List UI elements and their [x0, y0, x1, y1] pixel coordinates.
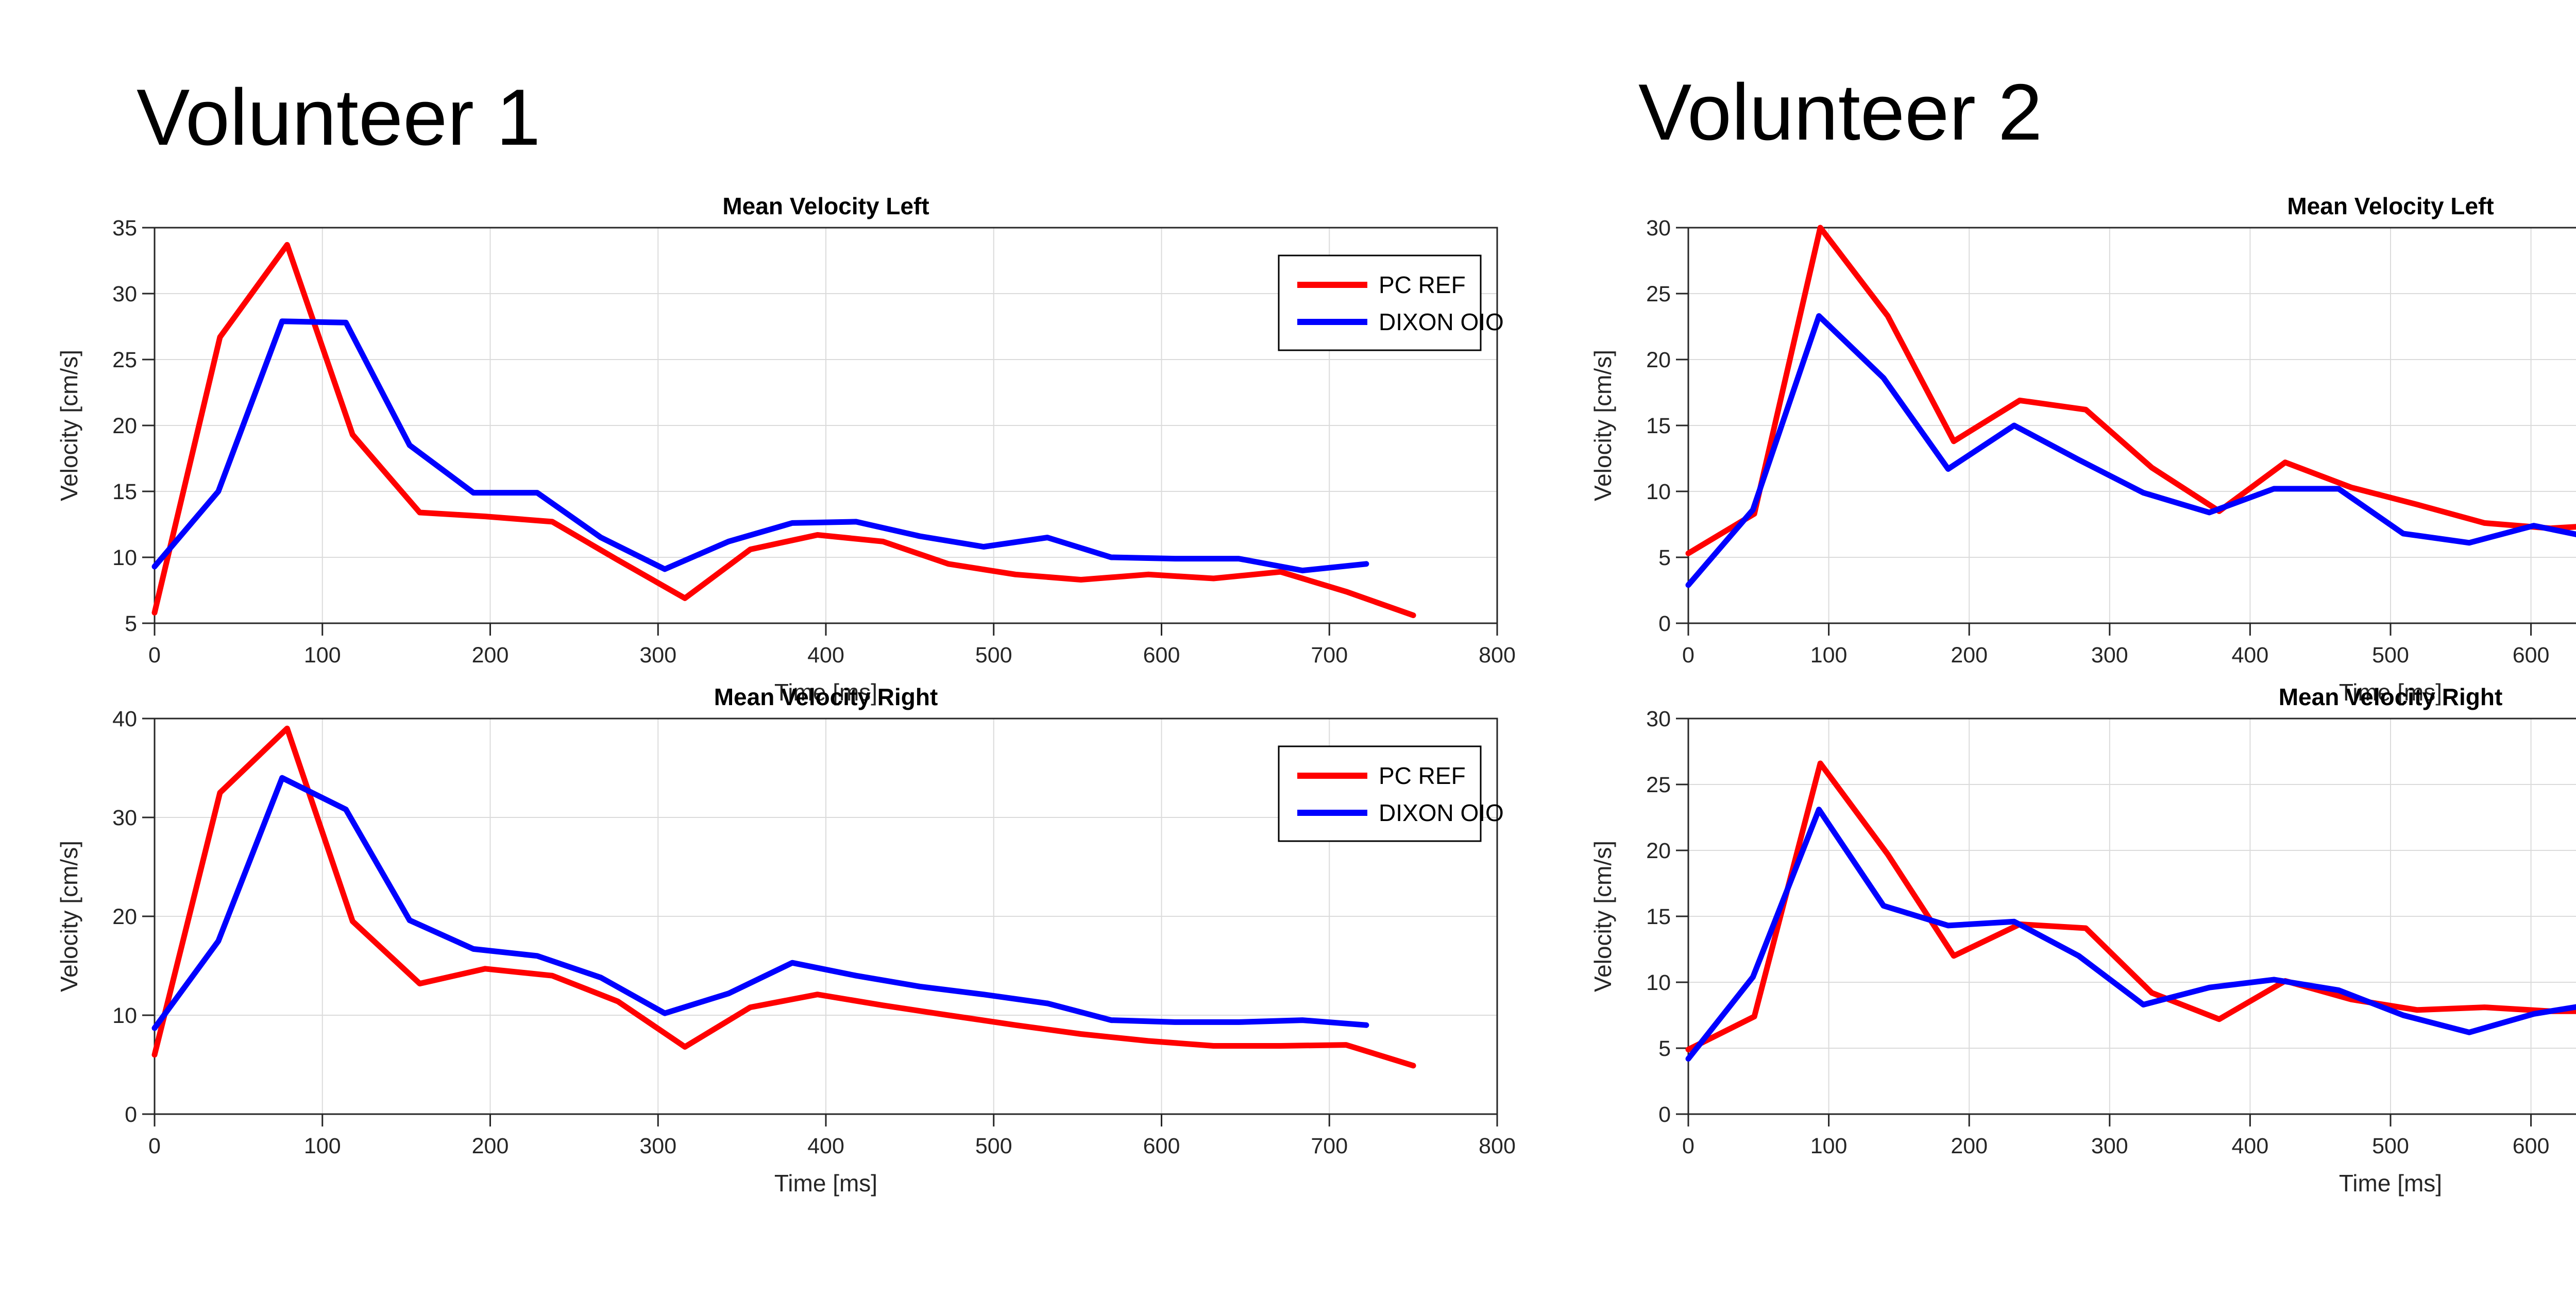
y-axis-tick-label: 10: [112, 1003, 137, 1028]
x-axis-tick-label: 600: [1143, 1134, 1180, 1158]
series-line-pc_ref: [1685, 760, 2576, 1053]
chart-volunteer2-mean-velocity-left: 0100200300400500600700800900100005101520…: [1589, 193, 2576, 706]
x-axis-tick-label: 200: [1951, 643, 1988, 668]
y-axis-tick-label: 25: [1646, 773, 1671, 797]
y-axis-tick-label: 10: [1646, 480, 1671, 504]
x-axis-tick-label: 300: [639, 643, 676, 668]
y-axis-tick-label: 10: [112, 545, 137, 570]
chart-title: Mean Velocity Left: [2287, 193, 2494, 219]
legend-entry-label: DIXON OIO: [1379, 309, 1504, 335]
y-axis-tick-label: 0: [125, 1102, 137, 1127]
y-axis-tick-label: 40: [112, 707, 137, 731]
x-axis-tick-label: 100: [1810, 643, 1848, 668]
chart-volunteer1-mean-velocity-left: 0 100 200 300 400 500 600 700 800 5 10 15 20 25 30 35 Me…: [56, 193, 1516, 706]
y-axis-label: Velocity [cm/s]: [1589, 841, 1616, 992]
y-axis-tick-label: 20: [112, 414, 137, 438]
legend-entry-label: PC REF: [1379, 271, 1466, 298]
y-axis-tick-label: 25: [1646, 282, 1671, 306]
y-axis-tick-label: 15: [112, 480, 137, 504]
legend-box: PC REF DIXON OIO: [1278, 254, 1504, 351]
y-axis-label: Velocity [cm/s]: [1589, 350, 1616, 501]
x-axis-tick-label: 400: [2232, 1134, 2269, 1158]
y-axis-tick-label: 15: [1646, 414, 1671, 438]
x-axis-label: Time [ms]: [774, 1170, 877, 1197]
series-line-dixon_oio: [1685, 807, 2576, 1062]
series-line-pc_ref: [1685, 225, 2576, 556]
x-axis-tick-label: 400: [807, 1134, 844, 1158]
legend-entry-label: PC REF: [1379, 762, 1466, 789]
x-axis-tick-label: 200: [1951, 1134, 1988, 1158]
series-line-dixon_oio: [151, 775, 1369, 1031]
x-axis-tick-label: 700: [1311, 1134, 1348, 1158]
x-axis-tick-label: 300: [639, 1134, 676, 1158]
x-axis-tick-label: 100: [304, 643, 341, 668]
x-axis-tick-label: 0: [148, 643, 161, 668]
x-axis-tick-label: 0: [1682, 643, 1694, 668]
y-axis-tick-label: 20: [1646, 348, 1671, 372]
x-axis-tick-label: 600: [2513, 643, 2550, 668]
y-axis-label: Velocity [cm/s]: [56, 841, 82, 992]
x-axis-tick-label: 600: [1143, 643, 1180, 668]
x-axis-tick-label: 700: [1311, 643, 1348, 668]
x-axis-tick-label: 500: [2372, 1134, 2409, 1158]
y-axis-tick-label: 10: [1646, 970, 1671, 995]
chart-volunteer1-mean-velocity-right: 0 100 200 300 400 500 600 700 800 0 10 20 30 40 Mean V…: [56, 684, 1516, 1197]
chart-title: Mean Velocity Left: [722, 193, 929, 219]
x-axis-tick-label: 200: [472, 643, 509, 668]
legend-frame: [1278, 254, 1482, 351]
heading-volunteer-1: Volunteer 1: [137, 73, 541, 162]
legend-frame: [1278, 745, 1482, 842]
series-line-dixon_oio: [151, 318, 1369, 574]
chart-title: Mean Velocity Right: [714, 684, 938, 710]
y-axis-tick-label: 5: [1658, 545, 1671, 570]
y-axis-tick-label: 20: [112, 904, 137, 929]
x-axis-label: Time [ms]: [2339, 1170, 2442, 1197]
y-axis-tick-label: 30: [1646, 707, 1671, 731]
x-axis-tick-label: 600: [2513, 1134, 2550, 1158]
heading-volunteer-2: Volunteer 2: [1638, 67, 2043, 157]
y-axis-tick-label: 0: [1658, 611, 1671, 636]
series-line-pc_ref: [151, 725, 1416, 1069]
series-line-pc_ref: [151, 242, 1416, 619]
y-axis-tick-label: 30: [112, 282, 137, 306]
y-axis-tick-label: 0: [1658, 1102, 1671, 1127]
chart-volunteer2-mean-velocity-right: 0100200300400500600700800900100005101520…: [1589, 684, 2576, 1197]
y-axis-tick-label: 35: [112, 216, 137, 241]
x-axis-tick-label: 100: [1810, 1134, 1848, 1158]
x-axis-tick-label: 200: [472, 1134, 509, 1158]
x-axis-tick-label: 400: [2232, 643, 2269, 668]
x-axis-label: Time [ms]: [2339, 679, 2442, 706]
x-axis-tick-label: 800: [1479, 643, 1516, 668]
y-axis-tick-label: 5: [125, 611, 137, 636]
legend-box: PC REF DIXON OIO: [1278, 745, 1504, 842]
x-axis-tick-label: 0: [148, 1134, 161, 1158]
y-axis-tick-label: 30: [112, 806, 137, 830]
x-axis-tick-label: 400: [807, 643, 844, 668]
x-axis-tick-label: 0: [1682, 1134, 1694, 1158]
y-axis-tick-label: 30: [1646, 216, 1671, 241]
x-axis-tick-label: 500: [2372, 643, 2409, 668]
x-axis-tick-label: 800: [1479, 1134, 1516, 1158]
chart-title: Mean Velocity Right: [2279, 684, 2503, 710]
y-axis-tick-label: 5: [1658, 1036, 1671, 1061]
x-axis-tick-label: 500: [975, 643, 1012, 668]
series-line-dixon_oio: [1685, 313, 2576, 588]
x-axis-tick-label: 300: [2091, 643, 2128, 668]
x-axis-label: Time [ms]: [774, 679, 877, 706]
y-axis-tick-label: 15: [1646, 904, 1671, 929]
legend-entry-label: DIXON OIO: [1379, 799, 1504, 826]
x-axis-tick-label: 500: [975, 1134, 1012, 1158]
y-axis-tick-label: 25: [112, 348, 137, 372]
x-axis-tick-label: 100: [304, 1134, 341, 1158]
y-axis-label: Velocity [cm/s]: [56, 350, 82, 501]
y-axis-tick-label: 20: [1646, 839, 1671, 863]
x-axis-tick-label: 300: [2091, 1134, 2128, 1158]
